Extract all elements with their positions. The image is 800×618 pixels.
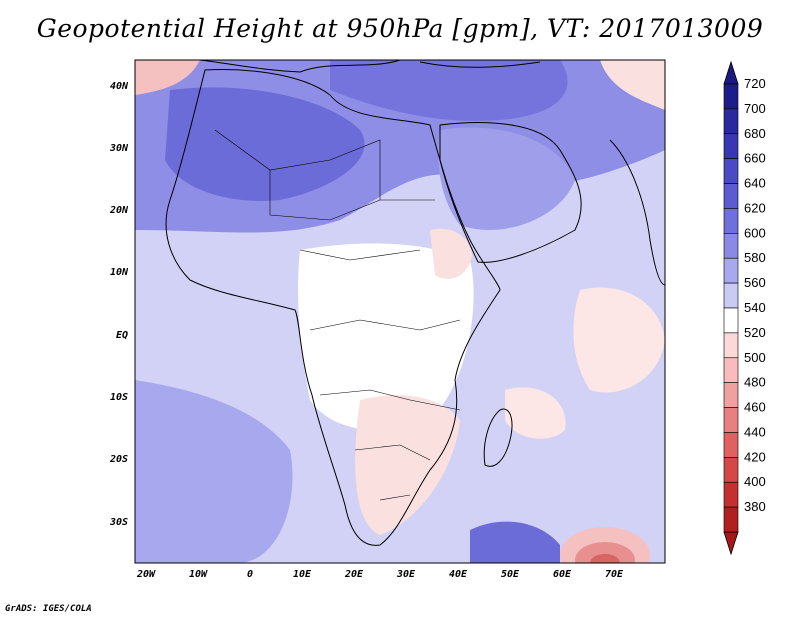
colorbar-swatch [723,208,739,234]
map-title: Geopotential Height at 950hPa [gpm], VT:… [36,14,764,43]
grads-credit: GrADS: IGES/COLA [5,604,92,614]
colorbar-swatch [723,332,739,359]
colorbar-swatch [723,307,739,334]
colorbar-swatch [723,83,739,110]
africa-coastline [165,69,501,546]
lat-tick: 40N [110,81,129,92]
lon-tick: 70E [605,569,624,580]
arabia-coastline [439,122,582,263]
lon-tick: 10E [293,569,312,580]
lat-tick: 10N [110,267,129,278]
colorbar-label: 380 [744,499,766,514]
lat-tick: 10S [110,392,128,403]
colorbar-label: 700 [744,101,766,116]
europe-coastline [199,60,541,73]
lon-tick: 40E [449,569,468,580]
madagascar-coastline [483,408,513,467]
colorbar-top-arrow [723,60,739,85]
colorbar-swatch [723,257,739,284]
lon-tick: 60E [553,569,572,580]
lon-tick: 10W [189,569,208,580]
lat-tick: 20N [109,205,129,216]
colorbar-swatch [723,108,739,135]
lat-tick: 30S [109,517,128,528]
height-field [135,60,665,563]
colorbar-swatch [723,282,739,309]
field-arabia [438,127,575,230]
india-coastline [609,139,665,286]
colorbar-label: 560 [744,275,766,290]
field-se-cyclone-core [590,554,620,563]
colorbar-swatch [723,407,739,433]
lat-tick: 20S [109,454,128,465]
country-borders [214,129,461,501]
lon-tick: 20E [344,569,364,580]
field-ne-low [600,60,665,110]
lat-tick: 30N [109,143,129,154]
colorbar-label: 520 [744,325,766,340]
lat-tick: EQ [116,330,128,341]
colorbar: 720 700 680 660 640 620 600 580 560 540 520 500 480 4… [723,60,766,556]
colorbar-swatch [723,506,739,533]
lon-tick: 0 [247,569,253,580]
colorbar-bottom-arrow [723,531,739,556]
field-se-cyclone-mid [575,542,635,563]
field-south-indian-high [470,521,560,563]
colorbar-swatch [723,481,739,508]
field-africa-tropical [298,243,474,431]
colorbar-label: 620 [744,200,766,215]
colorbar-label: 480 [744,375,766,390]
colorbar-label: 440 [744,424,766,439]
lon-tick: 30E [396,569,416,580]
field-horn-low [430,228,472,279]
colorbar-label: 540 [744,300,766,315]
colorbar-label: 660 [744,151,766,166]
colorbar-swatch [723,432,739,458]
field-nw-low [135,60,200,95]
colorbar-swatch [723,233,739,259]
colorbar-swatch [723,183,739,209]
colorbar-label: 500 [744,350,766,365]
colorbar-label: 640 [744,176,766,191]
field-mediterranean [330,60,568,121]
lon-axis: 20W 10W 0 10E 20E 30E 40E 50E 60E 70E [136,569,624,580]
colorbar-swatch [723,133,739,159]
lon-tick: 50E [501,569,520,580]
colorbar-label: 600 [744,225,766,240]
lon-tick: 20W [136,569,156,580]
colorbar-swatch [723,457,739,483]
colorbar-label: 400 [744,474,766,489]
colorbar-swatch [723,382,739,408]
lat-axis: 40N 30N 20N 10N EQ 10S 20S 30S [109,81,129,528]
field-ocean-low-2 [505,387,566,439]
field-south-atlantic-high [135,380,293,563]
colorbar-label: 420 [744,449,766,464]
colorbar-swatch [723,357,739,383]
plot-frame [134,59,666,564]
colorbar-label: 460 [744,400,766,415]
colorbar-label: 720 [744,76,766,91]
colorbar-label: 580 [744,250,766,265]
field-sahara-high [165,87,365,201]
colorbar-label: 680 [744,126,766,141]
field-ocean-low [573,287,665,393]
colorbar-swatch [723,158,739,184]
